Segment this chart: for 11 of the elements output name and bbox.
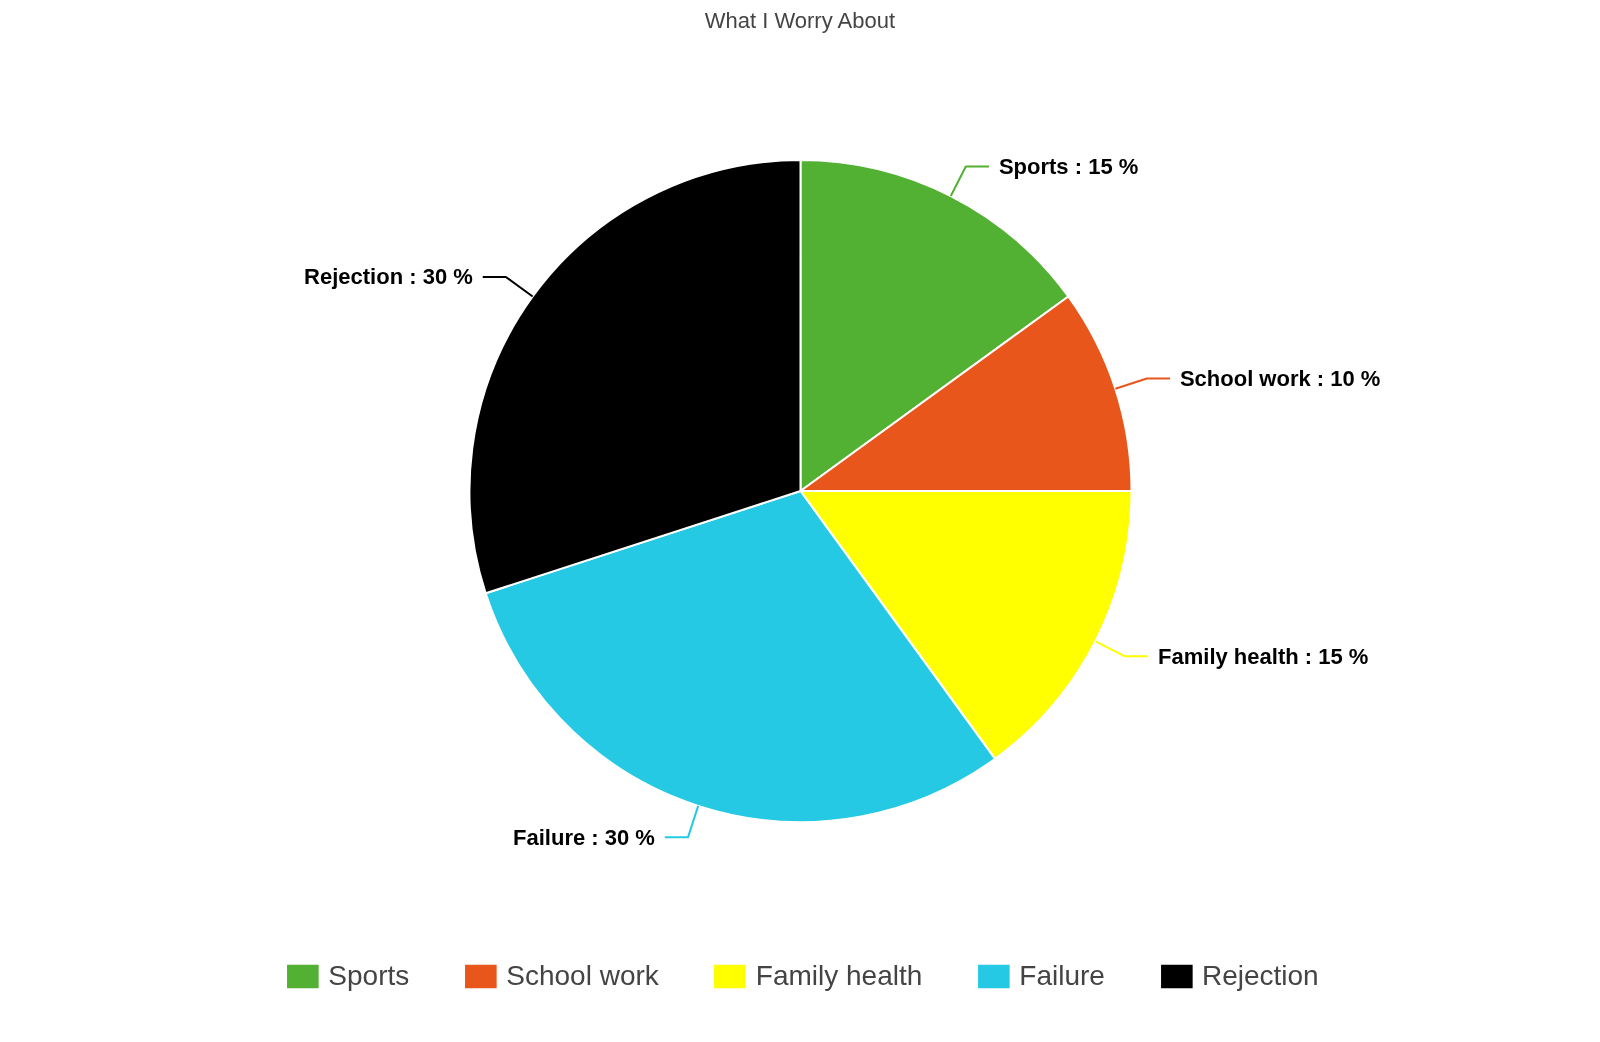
data-label: Failure : 30 % [513,824,655,850]
chart-title: What I Worry About [704,7,896,33]
legend-label: Family health [755,960,923,992]
data-label: School work : 10 % [1179,365,1381,391]
legend-label: Sports [328,960,410,992]
legend-label: Failure [1019,960,1105,992]
data-label: Family health : 15 % [1158,643,1369,669]
legend-label: School work [506,960,659,992]
legend-label: Rejection [1201,960,1319,992]
data-label: Sports : 15 % [998,154,1139,180]
data-label: Rejection : 30 % [304,264,473,290]
